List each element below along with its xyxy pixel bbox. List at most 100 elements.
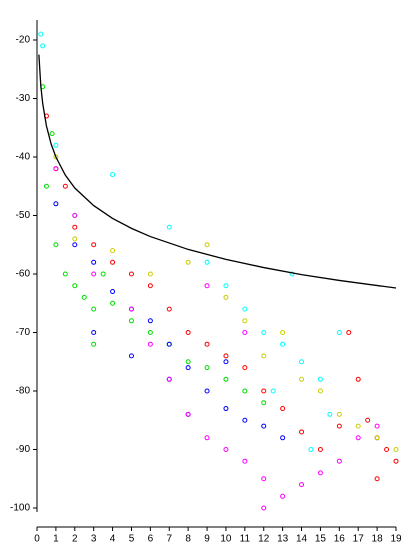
x-tick-label: 13 [277,534,289,545]
point [72,242,78,248]
point [280,435,286,441]
x-tick-label: 4 [110,534,116,545]
point [81,294,87,300]
point [346,330,352,335]
point [204,435,210,441]
point [204,365,210,371]
point [242,306,248,312]
point [91,330,97,335]
point [38,31,44,37]
y-tick-label: -20 [16,35,31,46]
point [242,365,248,371]
point [242,417,248,423]
point [336,411,342,417]
point [53,154,59,160]
point [280,493,286,499]
point [72,224,78,230]
point [223,376,229,382]
x-tick-label: 6 [148,534,154,545]
point [204,259,210,265]
x-tick-label: 15 [315,534,327,545]
point [261,400,267,406]
y-tick-label: -70 [16,327,31,338]
point [336,330,342,335]
point [185,365,191,371]
x-tick-label: 14 [296,534,308,545]
point [147,271,153,277]
point [355,376,361,382]
x-tick-label: 16 [334,534,346,545]
point [166,224,172,230]
x-tick-label: 2 [72,534,78,545]
point [128,271,134,277]
point [91,306,97,312]
x-tick-label: 18 [372,534,384,545]
point [336,458,342,464]
point [91,242,97,248]
point [204,283,210,289]
x-tick-label: 11 [240,534,251,545]
point [299,359,305,365]
point [299,482,305,488]
point [270,388,276,394]
point [128,318,134,324]
point [53,142,59,148]
point [223,359,229,365]
point [40,43,46,49]
point [110,172,116,178]
point [223,353,229,359]
point [317,470,323,476]
point [299,376,305,382]
point [53,166,59,172]
x-tick-label: 17 [353,534,365,545]
point [317,388,323,394]
point [91,341,97,347]
fit-curve [38,54,397,289]
y-tick-label: -90 [16,444,31,455]
point [147,283,153,289]
point [261,353,267,359]
point [223,406,229,412]
point [393,447,399,452]
point [223,283,229,289]
y-tick-label: -50 [16,210,31,221]
point [62,271,68,277]
point [384,447,390,452]
point [280,330,286,335]
point [53,201,59,207]
x-tick-label: 7 [166,534,172,545]
point [128,306,134,312]
point [317,447,323,452]
x-tick-label: 5 [129,534,135,545]
point [166,341,172,347]
point [355,435,361,441]
point [242,330,248,335]
x-tick-label: 10 [220,534,232,545]
point [261,476,267,482]
point [317,376,323,382]
x-tick-label: 3 [91,534,97,545]
point [355,423,361,429]
point [110,289,116,295]
point [204,242,210,248]
point [72,283,78,289]
x-tick-label: 9 [204,534,210,545]
y-tick-label: -60 [16,269,31,280]
point [280,406,286,412]
point [166,376,172,382]
point [204,388,210,394]
point [242,318,248,324]
x-tick-label: 8 [185,534,191,545]
point [110,259,116,265]
point [185,259,191,265]
point [327,411,333,417]
point [72,236,78,242]
point [261,423,267,429]
y-tick-label: -30 [16,93,31,104]
point [53,242,59,248]
x-tick-label: 19 [390,534,402,545]
point [261,388,267,394]
point [299,429,305,435]
point [147,318,153,324]
